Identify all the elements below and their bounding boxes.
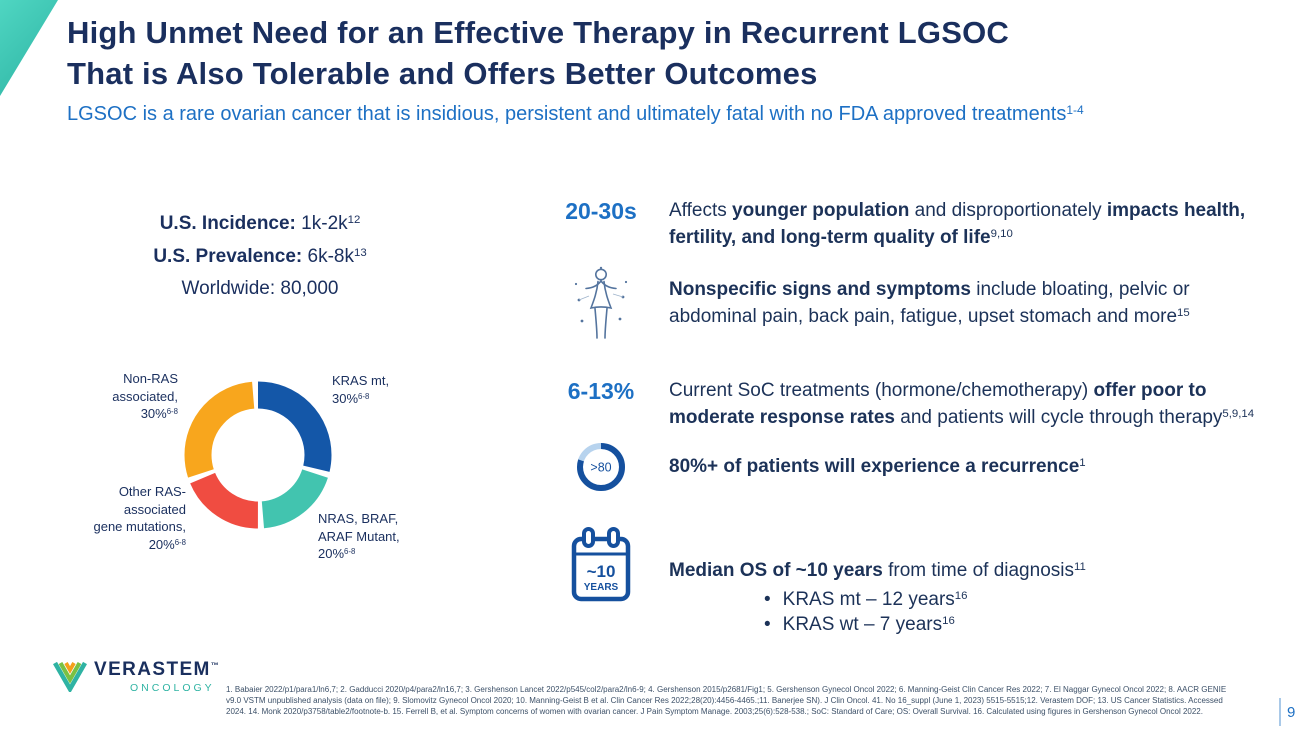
svg-text:YEARS: YEARS: [584, 582, 619, 593]
fact-soc-response-rates-text: Current SoC treatments (hormone/chemothe…: [669, 380, 1255, 428]
logo-text: VERASTEM™ ONCOLOGY: [94, 659, 221, 694]
page-number-divider: [1279, 698, 1281, 726]
bullet-kras-wt: KRAS wt – 7 years16: [764, 612, 1259, 637]
corner-accent-triangle: [0, 0, 58, 96]
fact-median-os: ~10 YEARS Median OS of ~10 years from ti…: [545, 526, 1259, 637]
slide-subtitle: LGSOC is a rare ovarian cancer that is i…: [67, 103, 1084, 125]
references-footnote: 1. Babaier 2022/p1/para1/ln6,7; 2. Gaddu…: [226, 685, 1227, 717]
epidemiology-stats: U.S. Incidence: 1k-2k12 U.S. Prevalence:…: [75, 208, 445, 306]
donut-label-other-ras: Other RAS- associated gene mutations, 20…: [93, 484, 186, 552]
fact-recurrence-text: 80%+ of patients will experience a recur…: [669, 455, 1086, 477]
donut-chart-svg: [184, 381, 332, 529]
mutation-donut-chart: KRAS mt, 30%6-8 NRAS, BRAF, ARAF Mutant,…: [60, 350, 500, 630]
stat-worldwide: Worldwide: 80,000: [181, 278, 339, 300]
fact-younger-population-text: Affects younger population and dispropor…: [669, 200, 1246, 248]
fact-median-os-body: Median OS of ~10 years from time of diag…: [669, 558, 1259, 637]
svg-text:>80: >80: [590, 461, 611, 475]
calendar-icon: ~10 YEARS: [571, 527, 631, 602]
stat-prevalence: U.S. Prevalence: 6k-8k13: [153, 245, 367, 267]
stat-20-30s: 20-30s: [565, 198, 637, 224]
trademark-symbol: ™: [210, 661, 221, 670]
logo-division: ONCOLOGY: [130, 681, 215, 694]
page-title: High Unmet Need for an Effective Therapy…: [67, 15, 1009, 92]
donut-label-nras-braf-araf: NRAS, BRAF, ARAF Mutant, 20%6-8: [318, 511, 400, 562]
fact-recurrence: >80 80%+ of patients will experience a r…: [545, 440, 1259, 494]
donut-label-non-ras: Non-RAS associated, 30%6-8: [112, 371, 178, 422]
median-os-bullets: KRAS mt – 12 years16 KRAS wt – 7 years16: [764, 587, 1259, 637]
gauge-80-icon: >80: [577, 443, 625, 491]
bullet-kras-mt: KRAS mt – 12 years16: [764, 587, 1259, 612]
svg-text:~10: ~10: [587, 562, 616, 581]
fact-median-os-text: Median OS of ~10 years from time of diag…: [669, 560, 1086, 581]
stat-6-13pct: 6-13%: [567, 378, 635, 404]
stat-incidence: U.S. Incidence: 1k-2k12: [159, 213, 361, 234]
fact-nonspecific-symptoms-text: Nonspecific signs and symptoms include b…: [669, 279, 1190, 327]
verastem-logo-mark-icon: [53, 661, 87, 692]
verastem-oncology-logo: VERASTEM™ ONCOLOGY: [52, 659, 221, 694]
female-figure-icon: [574, 266, 628, 339]
page-number: 9: [1287, 704, 1296, 721]
fact-nonspecific-symptoms: Nonspecific signs and symptoms include b…: [545, 266, 1259, 342]
logo-brand: VERASTEM™: [94, 659, 221, 680]
donut-label-kras-mt: KRAS mt, 30%6-8: [332, 373, 390, 406]
fact-younger-population: 20-30s Affects younger population and di…: [545, 198, 1259, 252]
fact-soc-response-rates: 6-13% Current SoC treatments (hormone/ch…: [545, 378, 1259, 432]
